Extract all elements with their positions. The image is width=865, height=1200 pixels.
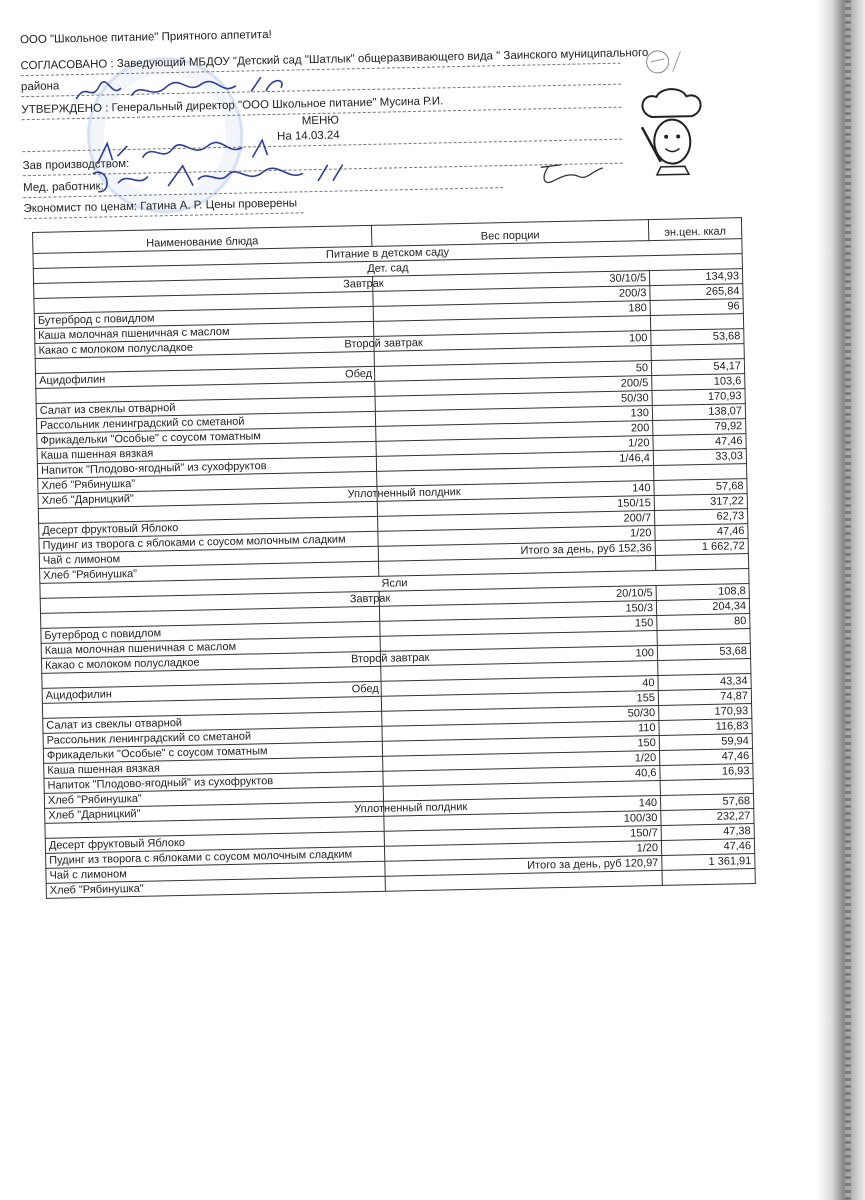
kcal-value: 138,07 bbox=[652, 403, 746, 421]
portion-weight: 1/20 bbox=[634, 752, 657, 765]
portion-weight: 130 bbox=[630, 407, 650, 420]
kcal-value: 204,34 bbox=[656, 598, 750, 616]
portion-weight: 150 bbox=[637, 737, 656, 750]
kcal-value: 47,46 bbox=[659, 748, 753, 766]
portion-weight: 100/30 bbox=[623, 812, 658, 825]
kcal-value: 232,27 bbox=[660, 808, 755, 826]
column-header-kcal: эн.цен. ккал bbox=[648, 217, 742, 241]
kcal-value: 265,84 bbox=[649, 283, 744, 301]
meal-label: Обед bbox=[344, 367, 373, 381]
menu-title: МЕНЮ bbox=[301, 114, 340, 128]
kcal-value: 134,93 bbox=[649, 268, 743, 286]
portion-weight: 150/3 bbox=[625, 602, 654, 615]
menu-table: Наименование блюда Вес порции эн.цен. кк… bbox=[32, 217, 756, 899]
portion-weight: 150/15 bbox=[617, 497, 651, 510]
kcal-value: 80 bbox=[656, 613, 750, 631]
kcal-value: 59,94 bbox=[659, 733, 753, 751]
portion-weight: 150 bbox=[634, 617, 654, 630]
portion-weight: 1/20 bbox=[629, 527, 652, 540]
portion-weight: 200/3 bbox=[618, 287, 647, 300]
kcal-value: 47,46 bbox=[661, 838, 755, 856]
portion-weight: 40 bbox=[642, 677, 655, 690]
kcal-value: 33,03 bbox=[653, 448, 747, 466]
kcal-value: 79,92 bbox=[652, 418, 746, 436]
scan-edge-texture bbox=[845, 0, 851, 1200]
kcal-value: 57,68 bbox=[660, 793, 754, 811]
meal-label: Обед bbox=[351, 682, 379, 696]
kcal-value: 47,46 bbox=[654, 523, 749, 541]
signature-production bbox=[96, 138, 269, 164]
portion-weight: 200/5 bbox=[620, 377, 649, 390]
portion-weight: 30/10/5 bbox=[609, 272, 647, 285]
company-line: ООО "Школьное питание" Приятного аппетит… bbox=[19, 28, 272, 47]
signature-economist bbox=[540, 164, 603, 184]
meal-label: Второй завтрак bbox=[350, 651, 430, 666]
kcal-value: 47,38 bbox=[661, 823, 755, 841]
kcal-value: 96 bbox=[650, 298, 744, 316]
meal-label: Завтрак bbox=[349, 592, 391, 606]
portion-weight: 155 bbox=[636, 692, 656, 705]
portion-weight: 50 bbox=[635, 362, 649, 375]
kcal-value bbox=[662, 868, 756, 886]
kcal-value: 108,8 bbox=[656, 583, 750, 601]
kcal-value: 54,17 bbox=[651, 358, 745, 376]
portion-weight: 200/7 bbox=[623, 512, 652, 525]
kcal-value: 47,46 bbox=[652, 433, 747, 451]
signature-head bbox=[75, 76, 283, 100]
portion-weight: 100 bbox=[635, 647, 655, 660]
kcal-value: 1 361,91 bbox=[661, 853, 756, 871]
kcal-value: 53,68 bbox=[650, 328, 745, 346]
kcal-value: 1 662,72 bbox=[655, 538, 749, 556]
portion-weight: 140 bbox=[638, 797, 658, 810]
kcal-value: 116,83 bbox=[658, 718, 753, 736]
kcal-value: 74,87 bbox=[658, 688, 752, 706]
kcal-value: 317,22 bbox=[654, 493, 748, 511]
kcal-value: 16,93 bbox=[659, 763, 754, 781]
approval-mark-icon bbox=[646, 50, 681, 74]
portion-weight: 50/30 bbox=[620, 392, 649, 405]
agreed-line-cont: района bbox=[20, 80, 60, 94]
kcal-value: 170,93 bbox=[651, 388, 746, 406]
kcal-value: 43,34 bbox=[657, 673, 752, 691]
portion-weight: 1/46,4 bbox=[619, 452, 651, 465]
kcal-value: 53,68 bbox=[657, 643, 751, 661]
portion-weight: 100 bbox=[628, 332, 648, 345]
signature-medic bbox=[92, 164, 344, 193]
portion-weight: 180 bbox=[628, 302, 647, 315]
portion-weight: 1/20 bbox=[628, 437, 650, 450]
portion-weight: 20/10/5 bbox=[615, 587, 653, 600]
portion-weight: 140 bbox=[632, 482, 651, 495]
portion-weight: 110 bbox=[637, 722, 656, 735]
kcal-value: 170,93 bbox=[658, 703, 752, 721]
portion-weight: 200 bbox=[630, 422, 650, 435]
portion-weight: 1/20 bbox=[636, 842, 659, 855]
chef-logo-icon bbox=[640, 88, 702, 176]
kcal-value: 57,68 bbox=[653, 478, 748, 496]
portion-weight: 40,6 bbox=[634, 767, 657, 780]
portion-weight: 50/30 bbox=[627, 707, 656, 720]
meal-label: Завтрак bbox=[343, 277, 384, 291]
portion-weight: 150/7 bbox=[630, 827, 658, 840]
meal-label: Второй завтрак bbox=[344, 336, 423, 351]
scan-edge bbox=[817, 0, 865, 1200]
kcal-value: 103,6 bbox=[651, 373, 745, 391]
kcal-value: 62,73 bbox=[654, 508, 748, 526]
